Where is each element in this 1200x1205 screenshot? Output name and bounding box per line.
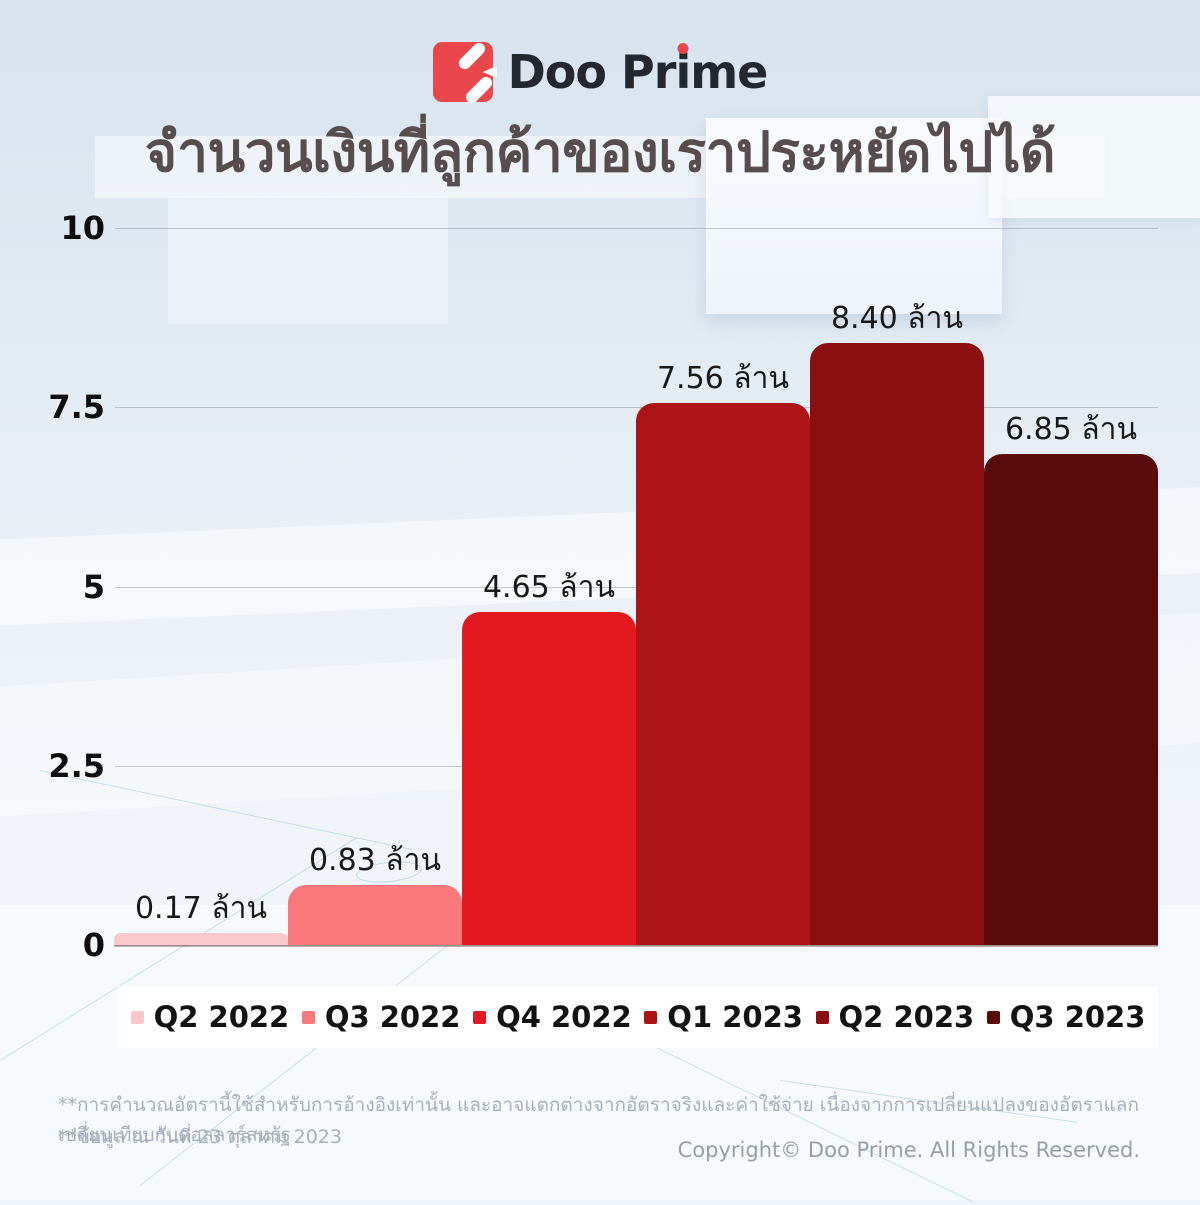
doo-prime-logo-icon (432, 40, 497, 106)
copyright-text: Copyright© Doo Prime. All Rights Reserve… (677, 1138, 1140, 1162)
logo-text: Doo Pri me (507, 43, 768, 99)
bar-value-label-q3-2022: 0.83 ล้าน (308, 843, 442, 878)
y-axis-tick-5: 5 (82, 568, 105, 606)
bar-value-label-q4-2022: 4.65 ล้าน (482, 570, 616, 605)
gridline-10 (115, 228, 1158, 229)
legend-label: Q3 2022 (324, 1000, 461, 1034)
bar-q3-2023 (984, 454, 1158, 945)
bar-value-label-q2-2023: 8.40 ล้าน (830, 301, 964, 336)
page-title: จำนวนเงินที่ลูกค้าของเราประหยัดไปได้ (144, 120, 1056, 184)
bar-q1-2023 (636, 403, 810, 945)
bar-q2-2023 (810, 343, 984, 945)
legend-swatch-icon (301, 1010, 315, 1024)
legend-label: Q2 2023 (838, 1000, 975, 1034)
background-panel-left (168, 196, 448, 324)
legend-swatch-icon (644, 1010, 658, 1024)
legend-label: Q1 2023 (667, 1000, 803, 1034)
footnote-data-date: **ข้อมูล ณ วันที่ 23 ตุลาคม 2023 (58, 1126, 342, 1148)
bar-value-label-q1-2023: 7.56 ล้าน (656, 361, 790, 396)
legend-swatch-icon (815, 1010, 829, 1024)
x-axis-baseline (114, 945, 1158, 947)
bar-value-label-q2-2022: 0.17 ล้าน (134, 891, 268, 926)
logo-i-dot (677, 43, 689, 54)
y-axis-tick-7.5: 7.5 (48, 388, 105, 426)
chart-legend: Q2 2022 Q3 2022 Q4 2022 Q1 2023 Q2 2023 Q3 20… (118, 986, 1158, 1048)
legend-item-q3-2022: Q3 2022 (301, 1000, 461, 1034)
logo-slash-icon (456, 40, 488, 72)
legend-label: Q3 2023 (1009, 1000, 1146, 1034)
bar-q3-2022 (288, 885, 462, 945)
bar-value-label-q3-2023: 6.85 ล้าน (1004, 412, 1138, 447)
footnote-disclaimer: **การคำนวณอัตรานี้ใช้สำหรับการอ้างอิงเท่… (58, 1094, 1139, 1146)
background-panel-top-right-corner (988, 96, 1200, 218)
legend-item-q2-2023: Q2 2023 (815, 1000, 975, 1034)
gridline-7.5 (115, 407, 1158, 408)
bar-q4-2022 (462, 612, 636, 945)
doo-prime-logo: Doo Pri me (0, 40, 1200, 106)
legend-label: Q2 2022 (153, 1000, 290, 1034)
y-axis-tick-2.5: 2.5 (48, 747, 105, 785)
y-axis-tick-0: 0 (82, 926, 105, 964)
legend-item-q4-2022: Q4 2022 (473, 1000, 632, 1034)
legend-item-q3-2023: Q3 2023 (986, 1000, 1146, 1034)
legend-item-q1-2023: Q1 2023 (644, 1000, 803, 1034)
background-bottom-area (0, 905, 1200, 1205)
gridline-0 (115, 945, 1158, 946)
legend-swatch-icon (473, 1010, 487, 1024)
y-axis-tick-10: 10 (60, 209, 105, 247)
legend-swatch-icon (986, 1010, 1000, 1024)
logo-slash-icon (463, 74, 495, 106)
legend-swatch-icon (130, 1010, 144, 1024)
legend-item-q2-2022: Q2 2022 (130, 1000, 290, 1034)
bar-q2-2022 (114, 933, 288, 945)
legend-label: Q4 2022 (496, 1000, 632, 1034)
background-panel-top-right (706, 118, 1002, 314)
